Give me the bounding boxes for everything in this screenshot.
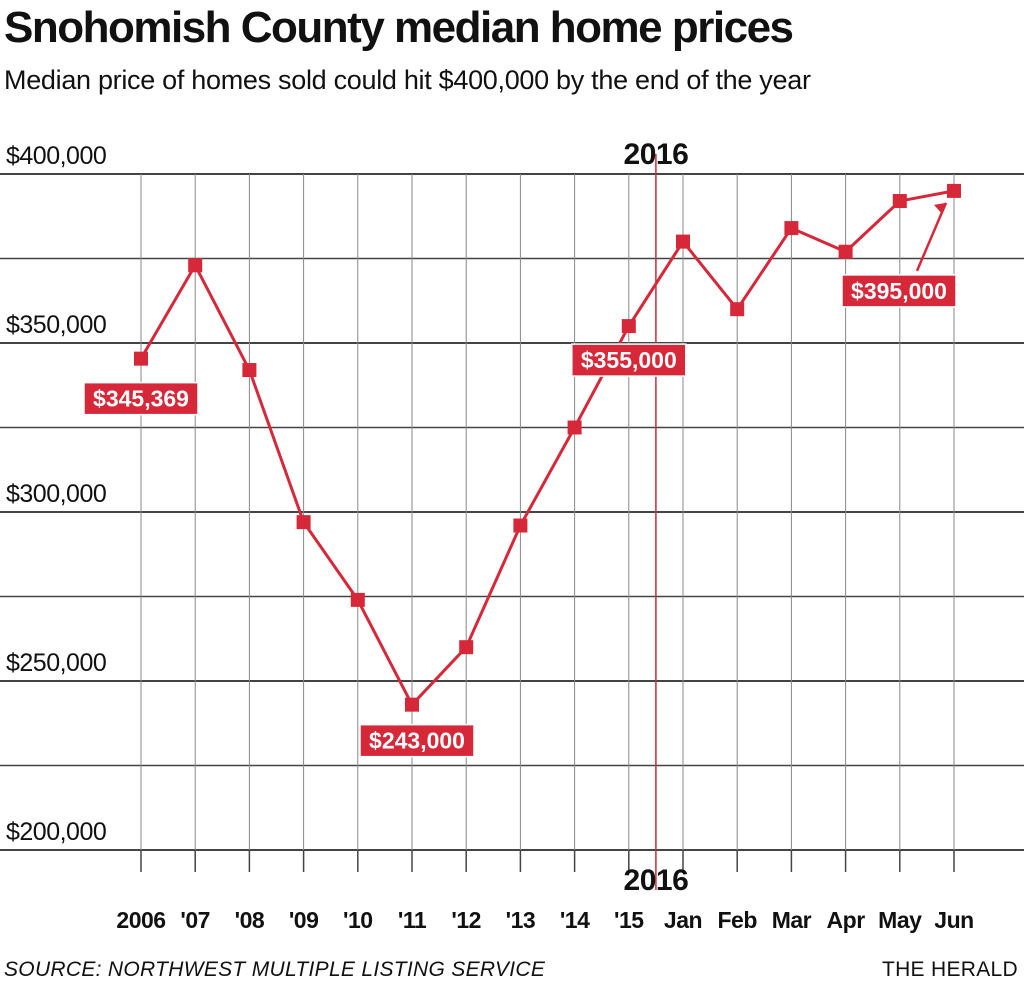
data-point	[730, 302, 745, 317]
line-chart: $200,000 $250,000 $300,000 $350,000 $400,000…	[0, 138, 1024, 933]
x-tick-label: '12	[451, 907, 481, 933]
data-point	[188, 258, 203, 273]
x-tick-label: Apr	[827, 907, 866, 933]
x-tick-label: Feb	[718, 907, 758, 933]
annotation-arrow	[915, 202, 948, 272]
x-tick-label: '07	[180, 907, 210, 933]
y-tick-label: $400,000	[6, 142, 106, 170]
data-point	[405, 697, 419, 712]
y-tick-label: $200,000	[6, 818, 106, 846]
source-note: SOURCE: NORTHWEST MULTIPLE LISTING SERVI…	[4, 958, 546, 981]
data-point	[459, 640, 474, 655]
data-point	[784, 221, 799, 236]
divider-label-top: 2016	[624, 138, 689, 171]
data-point	[134, 351, 148, 366]
x-tick-label: Jan	[664, 907, 702, 933]
annotation-box	[359, 723, 475, 758]
data-point	[567, 420, 582, 435]
data-point	[242, 363, 257, 378]
y-tick-label: $250,000	[6, 649, 106, 677]
x-tick-label: May	[878, 907, 922, 933]
chart-title: Snohomish County median home prices	[4, 3, 794, 52]
y-tick-label: $350,000	[6, 311, 106, 339]
data-point	[838, 244, 853, 259]
value-annotations: $345,369 $243,000 $355,000 $395,000	[83, 202, 957, 758]
annotation-arrowhead	[934, 202, 946, 214]
chart-subtitle: Median price of homes sold could hit $40…	[4, 65, 811, 95]
y-tick-label: $300,000	[6, 480, 106, 508]
x-tick-label: '10	[343, 907, 373, 933]
x-tick-label: '14	[560, 907, 590, 933]
data-point	[513, 518, 528, 533]
series-line	[139, 189, 955, 707]
data-point	[947, 183, 961, 198]
x-tick-label: Jun	[934, 907, 973, 933]
data-point	[621, 319, 636, 334]
x-tick-label: '09	[289, 907, 319, 933]
x-tick-label: '11	[398, 907, 427, 933]
x-tick-label: '13	[506, 907, 536, 933]
x-tick-label: Mar	[772, 907, 812, 933]
year-divider: 2016 2016	[624, 138, 689, 897]
annotation-label: $345,369	[93, 386, 189, 412]
price-series	[139, 189, 955, 707]
y-axis-tick-labels: $200,000 $250,000 $300,000 $350,000 $400,000	[6, 142, 107, 846]
annotation-label: $243,000	[369, 728, 465, 754]
data-point	[350, 592, 365, 607]
price-markers	[134, 183, 961, 712]
publisher-credit: THE HERALD	[881, 958, 1018, 981]
annotation-box	[83, 381, 199, 416]
annotation-box	[571, 343, 687, 377]
annotation-label: $395,000	[851, 278, 947, 304]
x-tick-label: '15	[614, 907, 644, 933]
data-point	[892, 194, 907, 209]
x-tick-label: 2006	[116, 907, 165, 933]
data-point	[296, 515, 311, 530]
x-axis-tick-labels: 2006 '07 '08 '09 '10 '11 '12 '13 '14 '15 Jan Feb Mar…	[116, 907, 974, 933]
divider-label-bottom: 2016	[624, 864, 689, 897]
x-tick-label: '08	[235, 907, 265, 933]
annotation-box	[841, 274, 957, 308]
annotation-label: $355,000	[581, 347, 677, 373]
data-point	[676, 234, 690, 249]
